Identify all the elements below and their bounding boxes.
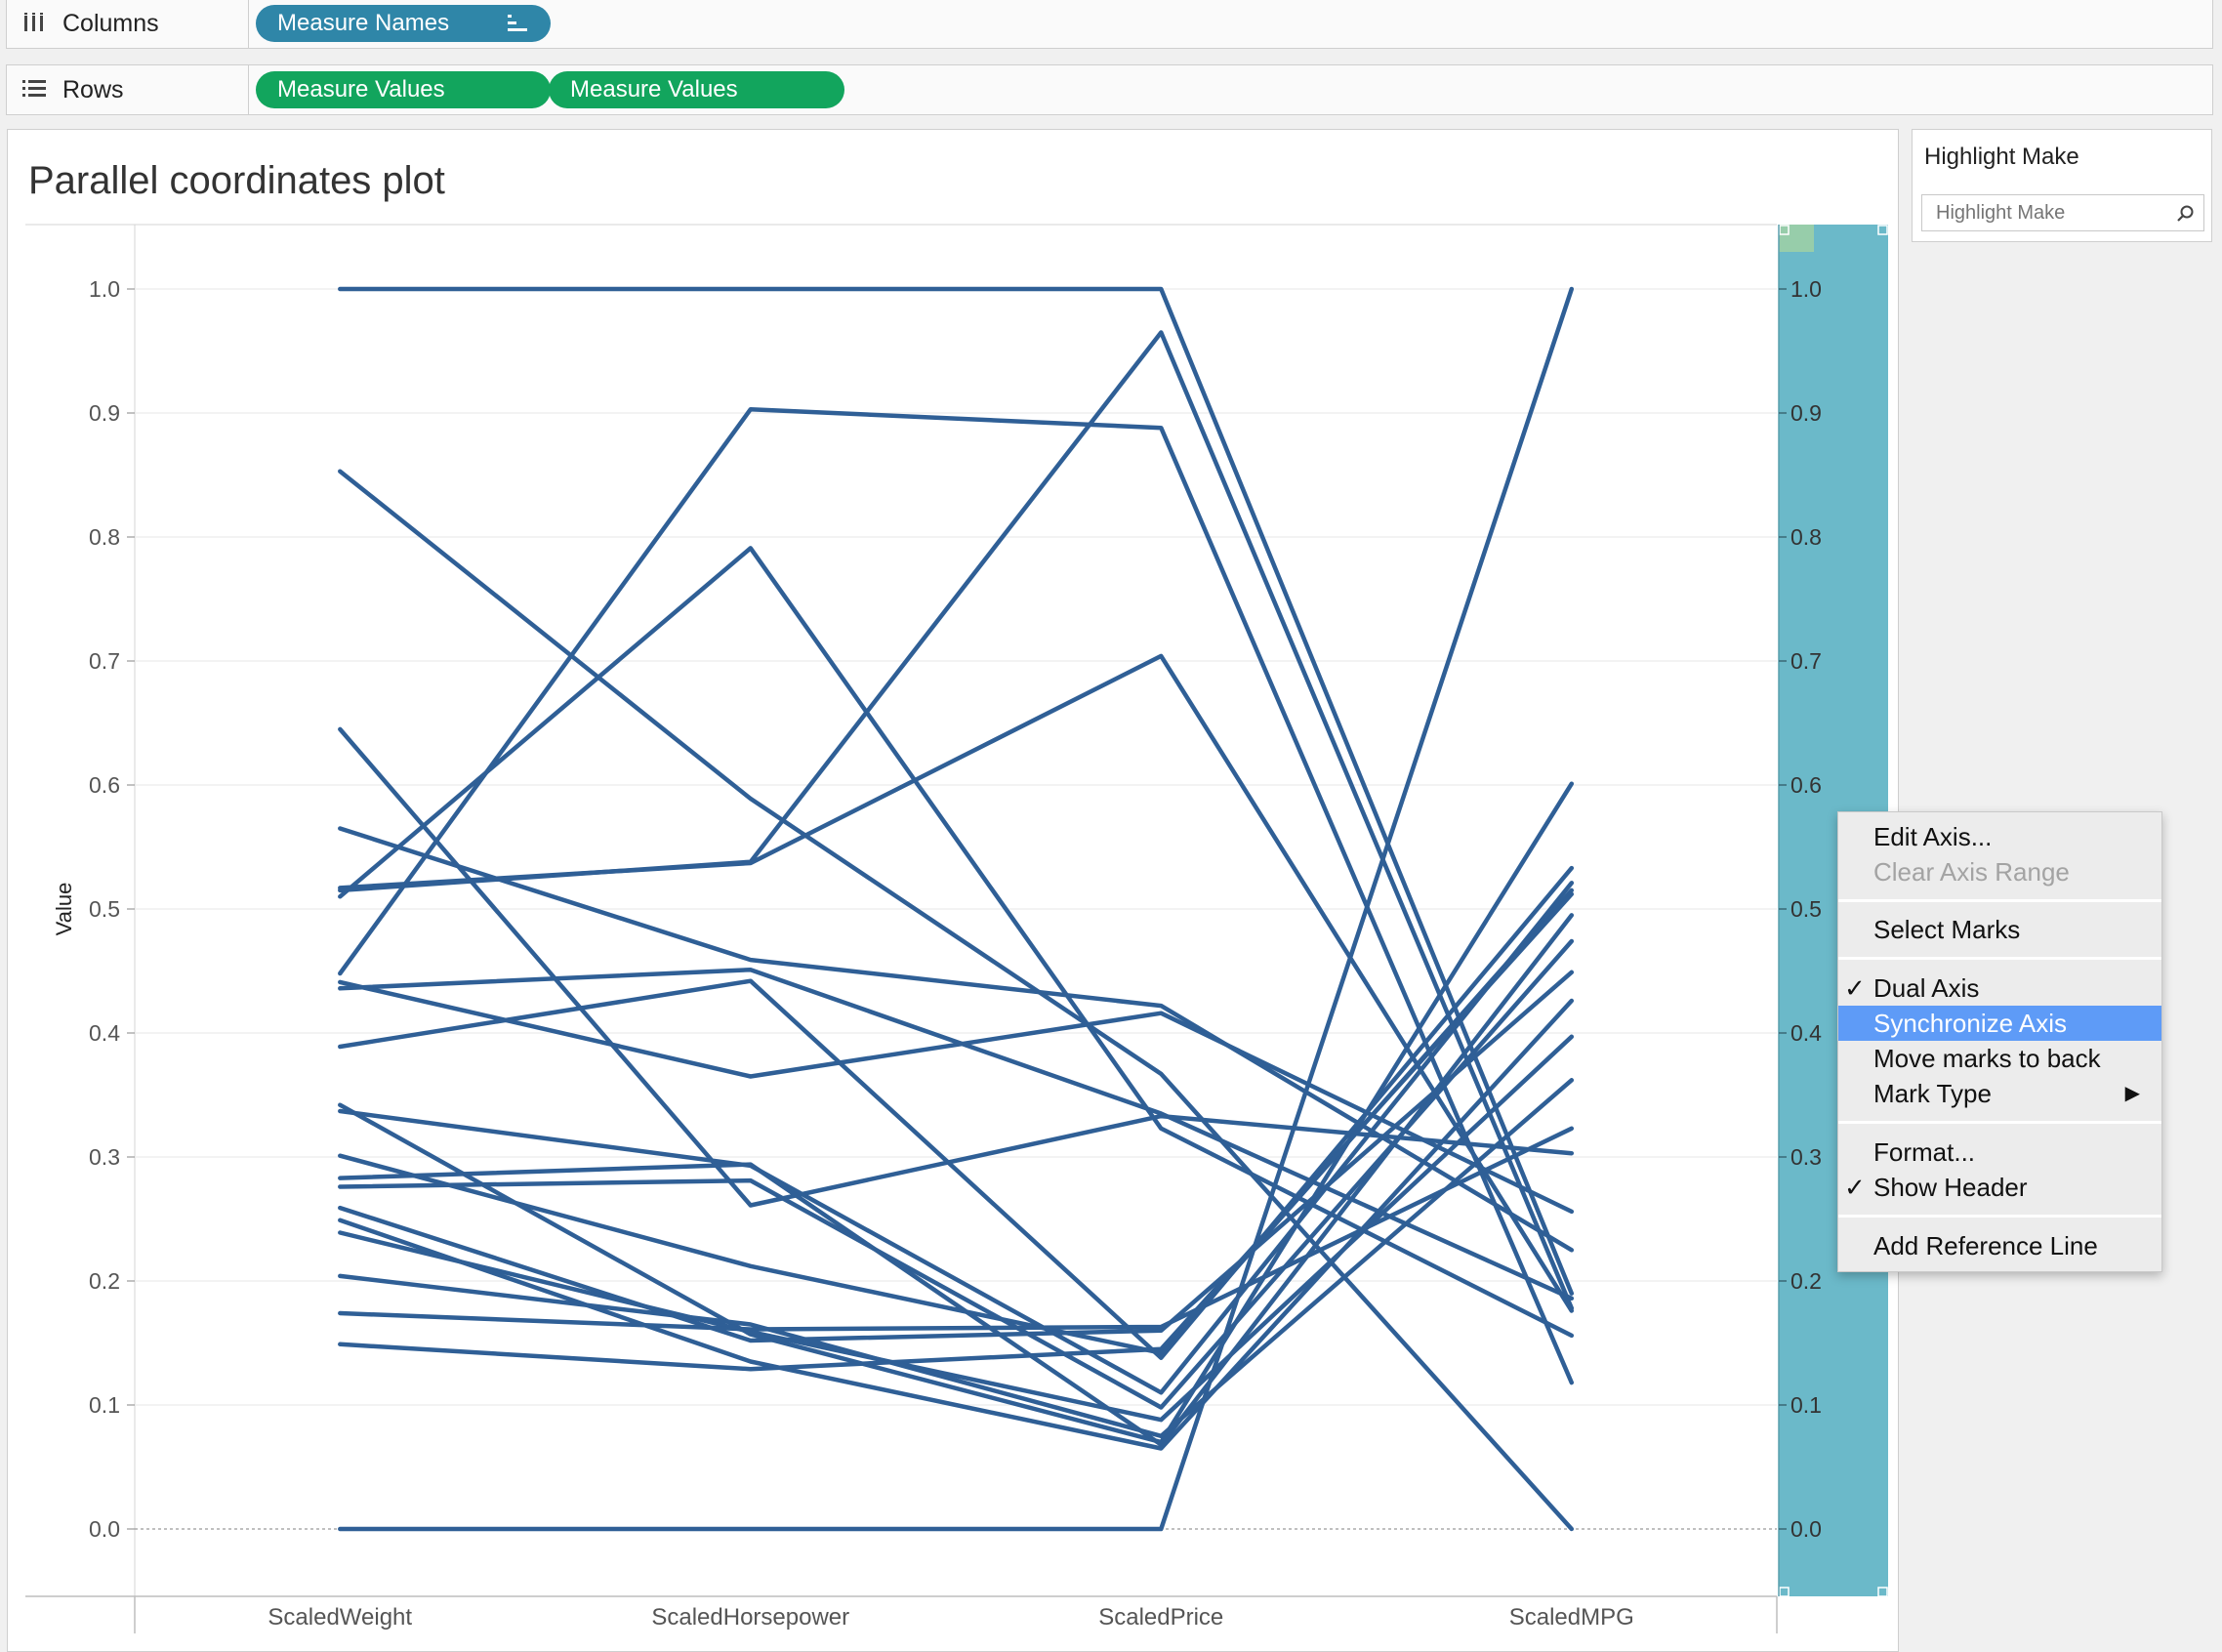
menu-clear-axis-range-label: Clear Axis Range: [1873, 857, 2070, 887]
measure-values-pill-2[interactable]: Measure Values: [549, 71, 844, 108]
menu-mark-type[interactable]: Mark Type ▶: [1838, 1076, 2161, 1111]
highlight-make-card: Highlight Make: [1912, 129, 2212, 242]
menu-separator: [1838, 957, 2161, 960]
menu-separator: [1838, 1215, 2161, 1218]
menu-move-marks-to-back[interactable]: Move marks to back: [1838, 1041, 2161, 1076]
axis-context-menu: Edit Axis... Clear Axis Range Select Mar…: [1837, 811, 2162, 1272]
menu-separator: [1838, 1121, 2161, 1124]
measure-values-pill-1-label: Measure Values: [277, 76, 445, 103]
series-line-17[interactable]: [338, 970, 1575, 1343]
y-tick-label: 0.9: [89, 400, 120, 426]
y-tick-label: 0.3: [89, 1144, 120, 1170]
checkmark-icon: ✓: [1844, 1173, 1866, 1202]
menu-synchronize-axis[interactable]: Synchronize Axis: [1838, 1006, 2161, 1041]
menu-edit-axis[interactable]: Edit Axis...: [1838, 819, 2161, 854]
series-line-18[interactable]: [338, 998, 1575, 1451]
rows-label-text: Rows: [62, 75, 124, 103]
secondary-y-tick-label: 0.2: [1790, 1268, 1822, 1294]
series-line-23[interactable]: [338, 330, 1575, 1311]
menu-format[interactable]: Format...: [1838, 1135, 2161, 1170]
secondary-y-tick-label: 0.0: [1790, 1516, 1822, 1542]
y-tick-label: 0.7: [89, 648, 120, 674]
highlight-make-title: Highlight Make: [1924, 144, 2079, 170]
menu-add-reference-line-label: Add Reference Line: [1873, 1231, 2098, 1260]
y-axis-title: Value: [52, 883, 76, 936]
series-line-15[interactable]: [338, 913, 1575, 1447]
secondary-y-tick-label: 0.1: [1790, 1392, 1822, 1418]
highlight-make-input[interactable]: [1921, 194, 2204, 231]
series-line-20[interactable]: [338, 1078, 1575, 1439]
parallel-coordinates-chart[interactable]: 0.0 0.1 0.2 0.3 0.4 0.5 0.6 0.7 0.8 0.9 1.0 0.0 0.1…: [8, 130, 1898, 1651]
rows-shelf-label: Rows: [7, 65, 249, 114]
rows-icon: [20, 75, 49, 105]
menu-clear-axis-range: Clear Axis Range: [1838, 854, 2161, 889]
secondary-y-tick-label: 0.9: [1790, 400, 1822, 426]
menu-add-reference-line[interactable]: Add Reference Line: [1838, 1228, 2161, 1263]
menu-dual-axis-label: Dual Axis: [1873, 973, 1980, 1003]
columns-shelf-label: Columns: [7, 0, 249, 48]
measure-values-pill-1[interactable]: Measure Values: [256, 71, 551, 108]
page-title: Parallel coordinates plot: [28, 159, 445, 202]
menu-format-label: Format...: [1873, 1137, 1976, 1167]
y-tick-label: 0.8: [89, 524, 120, 550]
x-category-label[interactable]: ScaledHorsepower: [651, 1604, 849, 1631]
series-line-4[interactable]: [338, 546, 1575, 1339]
y-tick-label: 0.6: [89, 772, 120, 798]
menu-show-header-label: Show Header: [1873, 1173, 2028, 1202]
menu-synchronize-axis-label: Synchronize Axis: [1873, 1009, 2067, 1038]
y-tick-label: 1.0: [89, 276, 120, 302]
y-tick-label: 0.5: [89, 896, 120, 922]
columns-icon: [20, 9, 49, 39]
rows-shelf: Rows Measure Values Measure Values: [6, 64, 2213, 115]
menu-edit-axis-label: Edit Axis...: [1873, 822, 1993, 851]
x-category-label[interactable]: ScaledMPG: [1509, 1604, 1634, 1631]
secondary-y-tick-label: 0.7: [1790, 648, 1822, 674]
measure-names-pill[interactable]: Measure Names: [256, 5, 551, 42]
checkmark-icon: ✓: [1844, 973, 1866, 1003]
selection-handle: [1877, 225, 1888, 235]
secondary-y-tick-label: 0.5: [1790, 896, 1822, 922]
menu-select-marks-label: Select Marks: [1873, 915, 2021, 944]
columns-shelf: Columns Measure Names: [6, 0, 2213, 49]
menu-dual-axis[interactable]: ✓ Dual Axis: [1838, 971, 2161, 1006]
submenu-arrow-icon: ▶: [2124, 1083, 2140, 1104]
series-line-16[interactable]: [338, 938, 1575, 1410]
x-category-label[interactable]: ScaledWeight: [267, 1604, 412, 1631]
measure-values-pill-2-label: Measure Values: [570, 76, 738, 103]
series-line-7[interactable]: [338, 826, 1575, 1253]
secondary-y-tick-label: 0.6: [1790, 772, 1822, 798]
sort-icon[interactable]: [508, 15, 529, 32]
secondary-y-tick-label: 1.0: [1790, 276, 1822, 302]
series-line-21[interactable]: [338, 1126, 1575, 1332]
menu-separator: [1838, 899, 2161, 902]
series-line-12[interactable]: [338, 781, 1575, 1445]
columns-label-text: Columns: [62, 9, 159, 37]
y-tick-label: 0.4: [89, 1020, 120, 1046]
series-line-5[interactable]: [338, 406, 1575, 1385]
menu-move-marks-to-back-label: Move marks to back: [1873, 1044, 2101, 1073]
x-category-label[interactable]: ScaledPrice: [1098, 1604, 1223, 1631]
selection-handle: [1779, 225, 1790, 235]
y-tick-label: 0.1: [89, 1392, 120, 1418]
selection-handle: [1779, 1587, 1790, 1597]
menu-show-header[interactable]: ✓ Show Header: [1838, 1170, 2161, 1205]
series-line-9[interactable]: [338, 967, 1575, 1301]
series-line-1[interactable]: [338, 286, 1575, 1296]
secondary-y-tick-label: 0.8: [1790, 524, 1822, 550]
worksheet-view: Parallel coordinates plot 0.0 0.1 0.2 0.3 0.…: [7, 129, 1899, 1652]
band-corner-marker: [1779, 225, 1814, 252]
series-line-19[interactable]: [338, 1034, 1575, 1423]
y-tick-label: 0.2: [89, 1268, 120, 1294]
selection-handle: [1877, 1587, 1888, 1597]
series-line-3[interactable]: [338, 469, 1575, 1532]
series-line-13[interactable]: [338, 881, 1575, 1395]
secondary-y-tick-label: 0.4: [1790, 1020, 1822, 1046]
measure-names-pill-label: Measure Names: [277, 10, 450, 36]
y-tick-label: 0.0: [89, 1516, 120, 1542]
secondary-y-tick-label: 0.3: [1790, 1144, 1822, 1170]
menu-mark-type-label: Mark Type: [1873, 1079, 1992, 1108]
series-line-22[interactable]: [338, 891, 1575, 1372]
menu-select-marks[interactable]: Select Marks: [1838, 912, 2161, 947]
search-icon[interactable]: [2176, 204, 2196, 224]
